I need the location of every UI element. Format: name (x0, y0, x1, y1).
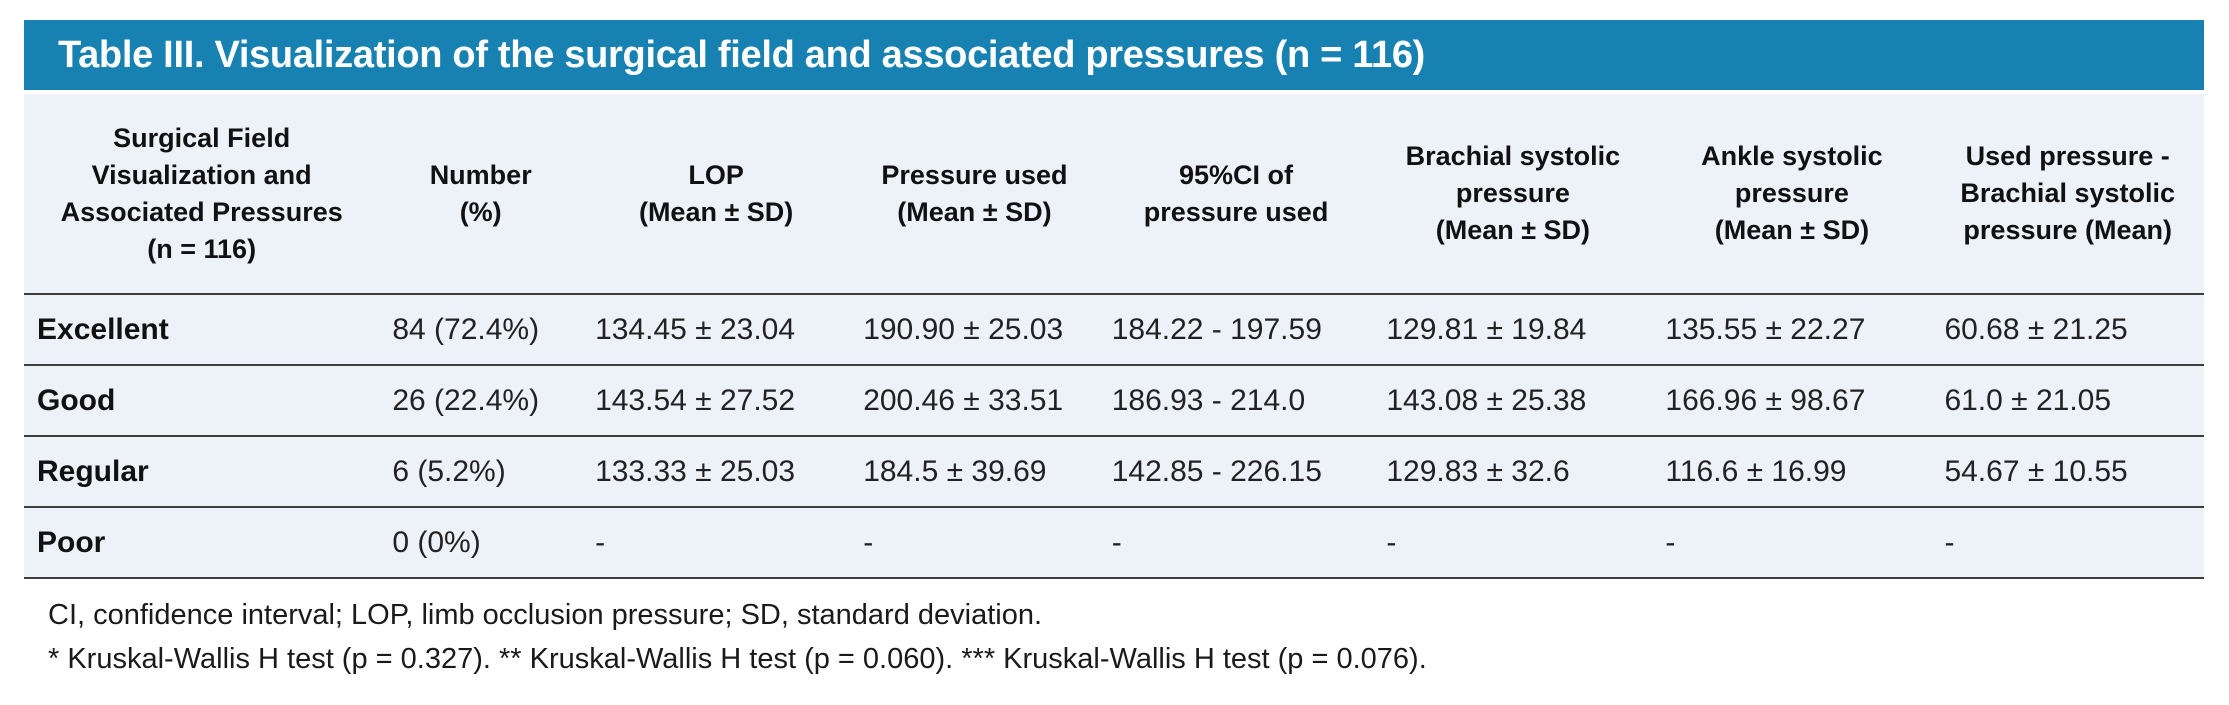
row-label: Good (24, 365, 380, 437)
data-cell: 190.90 ± 25.03 (850, 294, 1099, 366)
data-cell: - (1652, 507, 1932, 579)
data-cell: 200.46 ± 33.51 (850, 365, 1099, 437)
table-row-excellent: Excellent 84 (72.4%) 134.45 ± 23.04 190.… (24, 294, 2204, 366)
footnote-abbreviations: CI, confidence interval; LOP, limb occlu… (48, 599, 1043, 631)
table-title: Table III. Visualization of the surgical… (58, 33, 1426, 76)
data-cell: 61.0 ± 21.05 (1931, 365, 2204, 437)
data-cell: - (582, 507, 851, 579)
column-header-number-percent: Number (%) (379, 94, 583, 295)
row-label: Regular (24, 436, 380, 508)
column-header-95ci: 95%CI of pressure used (1098, 94, 1374, 295)
column-header-surgical-field-visualization: Surgical Field Visualization and Associa… (24, 94, 380, 295)
data-cell: 60.68 ± 21.25 (1931, 294, 2204, 366)
table-title-bar: Table III. Visualization of the surgical… (24, 20, 2204, 90)
data-cell: - (1373, 507, 1653, 579)
data-cell: 134.45 ± 23.04 (582, 294, 851, 366)
column-header-brachial-systolic: Brachial systolic pressure (Mean ± SD) (1373, 94, 1653, 295)
row-label: Poor (24, 507, 380, 579)
surgical-field-table: Surgical Field Visualization and Associa… (24, 94, 2204, 579)
header-row: Surgical Field Visualization and Associa… (24, 94, 2204, 295)
table-row-regular: Regular 6 (5.2%) 133.33 ± 25.03 184.5 ± … (24, 436, 2204, 508)
data-cell: 135.55 ± 22.27 (1652, 294, 1932, 366)
data-cell: 6 (5.2%) (379, 436, 583, 508)
data-cell: - (1098, 507, 1374, 579)
data-cell: 116.6 ± 16.99 (1652, 436, 1932, 508)
data-cell: 186.93 - 214.0 (1098, 365, 1374, 437)
table-iii-card: Table III. Visualization of the surgical… (24, 20, 2204, 681)
data-cell: 143.08 ± 25.38 (1373, 365, 1653, 437)
data-cell: 184.5 ± 39.69 (850, 436, 1099, 508)
column-header-used-minus-brachial: Used pressure - Brachial systolic pressu… (1931, 94, 2204, 295)
data-cell: 184.22 - 197.59 (1098, 294, 1374, 366)
data-cell: 129.81 ± 19.84 (1373, 294, 1653, 366)
data-cell: 0 (0%) (379, 507, 583, 579)
row-label: Excellent (24, 294, 380, 366)
data-cell: 54.67 ± 10.55 (1931, 436, 2204, 508)
data-cell: 143.54 ± 27.52 (582, 365, 851, 437)
data-cell: 26 (22.4%) (379, 365, 583, 437)
data-cell: 133.33 ± 25.03 (582, 436, 851, 508)
table-row-good: Good 26 (22.4%) 143.54 ± 27.52 200.46 ± … (24, 365, 2204, 437)
column-header-ankle-systolic: Ankle systolic pressure (Mean ± SD) (1652, 94, 1932, 295)
table-row-poor: Poor 0 (0%) - - - - - - (24, 507, 2204, 579)
data-cell: 166.96 ± 98.67 (1652, 365, 1932, 437)
data-cell: - (850, 507, 1099, 579)
footnote-statistics: * Kruskal-Wallis H test (p = 0.327). ** … (48, 643, 1427, 675)
data-cell: - (1931, 507, 2204, 579)
table-footnotes: CI, confidence interval; LOP, limb occlu… (24, 593, 2204, 681)
column-header-lop: LOP (Mean ± SD) (582, 94, 851, 295)
data-cell: 142.85 - 226.15 (1098, 436, 1374, 508)
data-cell: 129.83 ± 32.6 (1373, 436, 1653, 508)
data-cell: 84 (72.4%) (379, 294, 583, 366)
column-header-pressure-used: Pressure used (Mean ± SD) (850, 94, 1099, 295)
